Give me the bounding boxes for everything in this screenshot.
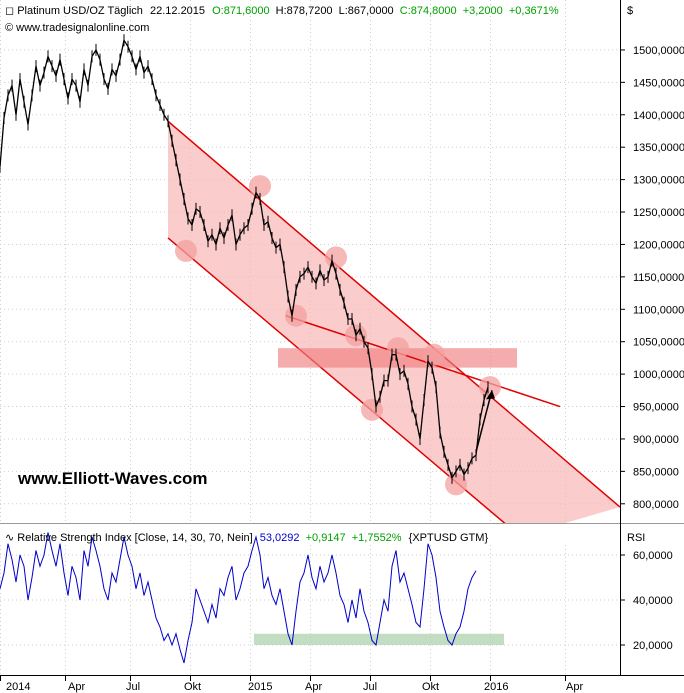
price-y-tick-label: 1350,0000 [633,142,684,154]
price-y-axis: 1500,0000 1450,0000 1400,0000 1350,0000 1300… [620,45,684,511]
x-tick-label: 2016 [484,681,508,693]
price-y-tick-label: 1150,0000 [633,272,684,284]
watermark: www.Elliott-Waves.com [17,469,208,488]
rsi-icon: ∿ [5,532,17,544]
price-y-tick-label: 850,0000 [633,466,679,478]
x-tick-label: Apr [566,681,583,693]
touch-point-marker [423,343,445,366]
price-y-tick-label: 950,0000 [633,402,679,414]
rsi-header: ∿ Relative Strength Index [Close, 14, 30… [5,532,488,544]
price-y-tick-label: 1250,0000 [633,207,684,219]
touch-point-marker [175,239,197,262]
x-tick-label: Jul [126,681,140,693]
trendline [285,315,561,408]
rsi-annotations [254,633,504,645]
touch-point-marker [387,337,409,360]
rsi-y-tick-label: 40,0000 [633,595,673,607]
price-y-tick-label: 1500,0000 [633,45,684,57]
ohlc-close: C:874,8000 [400,5,457,17]
header-date: 22.12.2015 [150,5,205,17]
rsi-line [0,532,477,664]
time-x-axis: 2014 Apr Jul Okt 2015 Apr Jul Okt 2016 Apr [0,675,583,693]
price-y-tick-label: 1200,0000 [633,239,684,251]
rsi-ticker: {XPTUSD GTM} [409,532,489,544]
rsi-value: 53,0292 [260,532,300,544]
x-tick-label: Jul [363,681,377,693]
chart-icon: ◻ [5,5,17,17]
price-grid [0,0,620,523]
ohlc-low: L:867,0000 [339,5,394,17]
touch-point-marker [445,473,467,496]
touch-point-marker [285,304,307,327]
rsi-y-axis: 60,0000 40,0000 20,0000 [620,550,673,652]
projection-arrow [475,390,493,453]
rsi-support-zone [254,633,504,645]
source-label: © www.tradesignalonline.com [5,22,149,34]
x-tick-label: Apr [305,681,322,693]
rsi-change-pct: +1,7552% [352,532,402,544]
rsi-y-tick-label: 20,0000 [633,640,673,652]
price-y-tick-label: 1400,0000 [633,110,684,122]
price-y-tick-label: 1300,0000 [633,175,684,187]
rsi-change: +0,9147 [306,532,346,544]
price-y-tick-label: 800,0000 [633,499,679,511]
x-tick-label: 2014 [6,681,30,693]
touch-point-marker [249,175,271,198]
price-series [0,34,495,484]
currency-label: $ [627,5,633,17]
x-tick-label: Okt [422,681,439,693]
ohlc-open: O:871,6000 [212,5,270,17]
rsi-label: Relative Strength Index [Close, 14, 30, … [17,532,252,544]
arrow-head [486,390,495,400]
x-tick-label: 2015 [248,681,272,693]
instrument-name: Platinum USD/OZ Täglich [17,5,143,17]
x-tick-label: Okt [184,681,201,693]
touch-point-marker [325,246,347,269]
touch-point-marker [479,376,501,399]
price-y-tick-label: 1450,0000 [633,77,684,89]
rsi-grid [0,545,620,675]
channel-fill [168,121,620,537]
price-change-pct: +0,3671% [509,5,559,17]
ohlc-high: H:878,7200 [276,5,333,17]
price-y-tick-label: 1000,0000 [633,369,684,381]
chart-header: ◻ Platinum USD/OZ Täglich 22.12.2015 O:8… [5,5,559,17]
rsi-series [0,532,477,664]
rsi-y-tick-label: 60,0000 [633,550,673,562]
price-y-tick-label: 900,0000 [633,434,679,446]
channel-upper-line [167,120,621,508]
rsi-axis-name: RSI [627,532,645,544]
x-tick-label: Apr [68,681,85,693]
price-y-tick-label: 1100,0000 [633,304,684,316]
price-y-tick-label: 1050,0000 [633,337,684,349]
price-change: +3,2000 [463,5,503,17]
